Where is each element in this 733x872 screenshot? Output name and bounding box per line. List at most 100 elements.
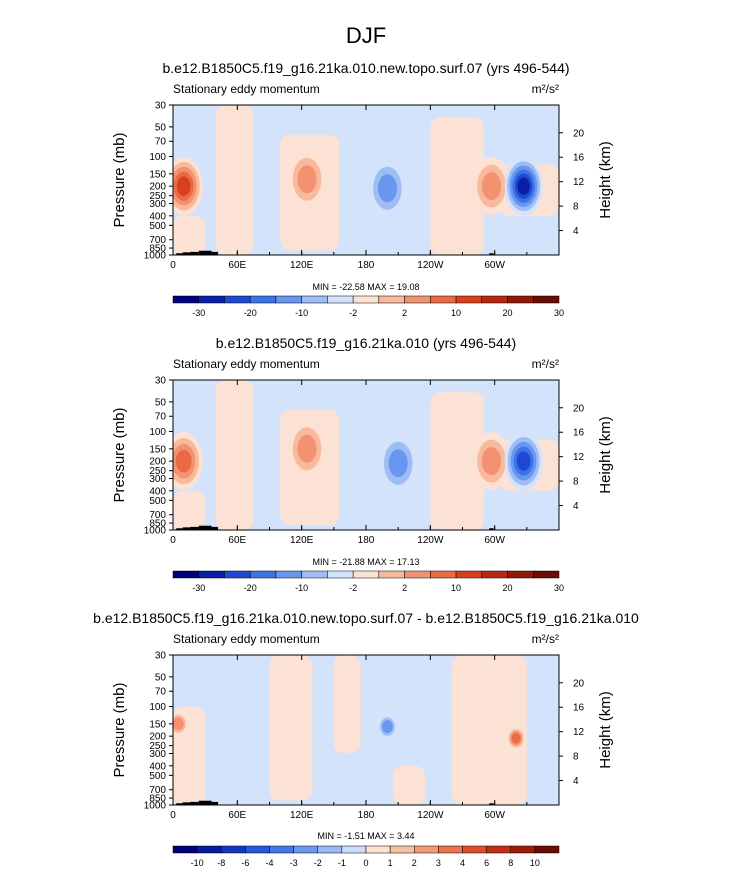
- colorbar-label: -2: [349, 308, 357, 318]
- y-tick-label: 400: [149, 761, 166, 772]
- colorbar-swatch: [352, 570, 380, 579]
- colorbar-swatch: [198, 295, 225, 304]
- y-tick-label: 150: [149, 444, 166, 455]
- y-tick-label: 300: [149, 199, 166, 210]
- y-tick-label: 200: [149, 457, 166, 468]
- panel-2: b.e12.B1850C5.f19_g16.21ka.010 (yrs 496-…: [111, 335, 614, 593]
- colorbar-swatch: [275, 570, 302, 579]
- y-tick-label: 50: [155, 122, 167, 133]
- colorbar-swatch: [414, 845, 439, 854]
- colorbar-swatch: [378, 295, 405, 304]
- panel-3-contour-field: [173, 655, 559, 805]
- negative-anomaly-core: [379, 434, 418, 493]
- y-tick-label: 50: [155, 672, 167, 683]
- colorbar-swatch: [430, 570, 457, 579]
- panel-3-title: b.e12.B1850C5.f19_g16.21ka.010.new.topo.…: [93, 610, 639, 626]
- y-right-axis-label: Height (km): [597, 141, 614, 219]
- panel-1-stats: MIN = -22.58 MAX = 19.08: [312, 282, 419, 292]
- negative-anomaly-core: [504, 432, 543, 491]
- x-tick-label: 60W: [484, 535, 505, 546]
- weak-positive-region: [269, 655, 313, 801]
- negative-anomaly-core: [504, 157, 543, 216]
- x-tick-label: 120E: [290, 260, 314, 271]
- y-tick-label: 700: [149, 235, 166, 246]
- weak-positive-region: [173, 490, 206, 530]
- y-right-tick-label: 12: [573, 452, 585, 463]
- colorbar-label: -1: [338, 858, 346, 868]
- colorbar-label: -10: [295, 583, 308, 593]
- y-tick-label: 850: [149, 519, 166, 530]
- colorbar-swatch: [510, 845, 536, 854]
- colorbar-label: -2: [349, 583, 357, 593]
- colorbar-swatch: [198, 570, 225, 579]
- positive-anomaly-core: [173, 157, 203, 216]
- y-right-tick-label: 16: [573, 153, 585, 164]
- y-tick-label: 1000: [144, 526, 167, 537]
- panel-2-contour-field: [173, 380, 559, 530]
- positive-anomaly-core: [508, 729, 524, 748]
- colorbar-swatch: [352, 295, 380, 304]
- y-tick-label: 500: [149, 221, 166, 232]
- colorbar-label: -30: [192, 583, 205, 593]
- y-tick-label: 1000: [144, 801, 167, 812]
- colorbar-label: -8: [217, 858, 225, 868]
- colorbar-label: -20: [244, 583, 257, 593]
- topography: [489, 803, 494, 805]
- topography: [190, 526, 199, 530]
- colorbar-label: -4: [265, 858, 273, 868]
- topography: [211, 526, 219, 530]
- y-tick-label: 150: [149, 719, 166, 730]
- topography: [176, 528, 183, 530]
- positive-anomaly-core: [472, 432, 511, 491]
- colorbar-label: -30: [192, 308, 205, 318]
- positive-anomaly-core: [173, 432, 203, 491]
- colorbar-swatch: [486, 845, 511, 854]
- colorbar-swatch: [224, 570, 251, 579]
- y-tick-label: 70: [155, 137, 167, 148]
- colorbar-swatch: [301, 570, 328, 579]
- y-tick-label: 700: [149, 785, 166, 796]
- y-axis-label: Pressure (mb): [111, 682, 128, 777]
- colorbar-swatch: [301, 295, 328, 304]
- panel-1: b.e12.B1850C5.f19_g16.21ka.010.new.topo.…: [111, 60, 614, 318]
- y-tick-label: 250: [149, 741, 166, 752]
- negative-anomaly-core: [380, 717, 395, 736]
- positive-anomaly-core: [472, 157, 511, 216]
- y-axis-label: Pressure (mb): [111, 132, 128, 227]
- topography: [176, 253, 183, 255]
- x-tick-label: 0: [170, 535, 176, 546]
- topography: [489, 253, 494, 255]
- y-tick-label: 70: [155, 687, 167, 698]
- y-tick-label: 200: [149, 732, 166, 743]
- colorbar-label: -10: [191, 858, 204, 868]
- colorbar-swatch: [172, 570, 199, 579]
- weak-positive-region: [430, 392, 484, 530]
- y-tick-label: 30: [155, 101, 167, 112]
- weak-positive-region: [215, 380, 254, 530]
- colorbar-swatch: [533, 295, 560, 304]
- x-tick-label: 120W: [417, 260, 444, 271]
- figure-title: DJF: [346, 23, 386, 48]
- negative-anomaly-core: [368, 159, 407, 218]
- colorbar-label: -3: [290, 858, 298, 868]
- y-tick-label: 850: [149, 794, 166, 805]
- panel-1-axes: 0 60E 120E 180 120W 60W3050701001502002503004…: [111, 101, 614, 272]
- y-right-tick-label: 16: [573, 428, 585, 439]
- y-right-axis-label: Height (km): [597, 416, 614, 494]
- y-right-tick-label: 8: [573, 202, 579, 213]
- panel-3-units: m²/s²: [532, 632, 559, 646]
- y-tick-label: 100: [149, 702, 166, 713]
- colorbar-swatch: [269, 845, 294, 854]
- panel-2-units: m²/s²: [532, 357, 559, 371]
- y-tick-label: 500: [149, 496, 166, 507]
- colorbar-label: 10: [451, 583, 461, 593]
- weak-positive-region: [173, 215, 206, 255]
- colorbar-label: 6: [484, 858, 489, 868]
- y-tick-label: 1000: [144, 251, 167, 262]
- colorbar-label: 20: [503, 583, 513, 593]
- panel-2-axes: 0 60E 120E 180 120W 60W3050701001502002503004…: [111, 376, 614, 547]
- colorbar-swatch: [404, 295, 431, 304]
- x-tick-label: 0: [170, 260, 176, 271]
- x-tick-label: 180: [358, 260, 375, 271]
- topography: [182, 802, 191, 805]
